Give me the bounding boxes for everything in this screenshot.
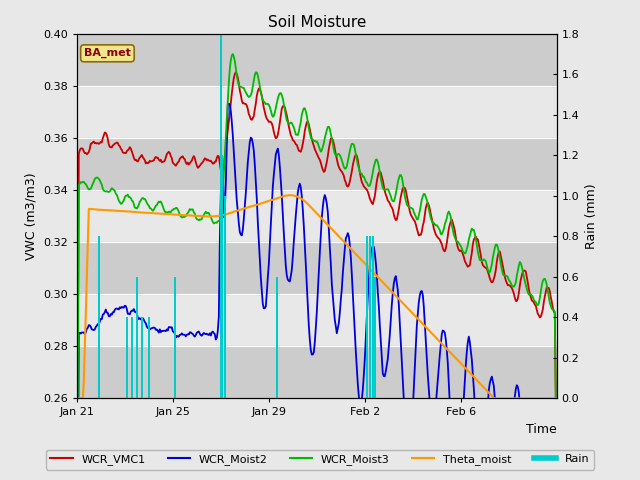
Text: BA_met: BA_met [84, 48, 131, 59]
Bar [77, 34, 557, 86]
Legend: WCR_VMC1, WCR_Moist2, WCR_Moist3, Theta_moist, Rain: WCR_VMC1, WCR_Moist2, WCR_Moist3, Theta_… [46, 450, 594, 469]
Bar [77, 242, 557, 294]
Bar [276, 277, 278, 398]
Y-axis label: Rain (mm): Rain (mm) [585, 183, 598, 249]
Bar [224, 196, 225, 398]
Bar [372, 236, 374, 398]
Title: Soil Moisture: Soil Moisture [268, 15, 366, 30]
Y-axis label: VWC (m3/m3): VWC (m3/m3) [24, 172, 37, 260]
Bar [77, 34, 557, 86]
Bar [220, 34, 221, 398]
Bar [77, 190, 557, 242]
Bar [77, 294, 557, 346]
Bar [77, 138, 557, 190]
Bar [77, 242, 557, 294]
Bar [141, 317, 143, 398]
Bar [77, 346, 557, 398]
Bar [148, 317, 150, 398]
Bar [366, 236, 367, 398]
Bar [131, 317, 132, 398]
Bar [369, 236, 371, 398]
Bar [136, 277, 138, 398]
Bar [221, 155, 223, 398]
Bar [126, 317, 127, 398]
Bar [98, 236, 100, 398]
Bar [77, 86, 557, 138]
Bar [374, 277, 376, 398]
X-axis label: Time: Time [526, 423, 557, 436]
Bar [174, 277, 175, 398]
Bar [77, 138, 557, 190]
Bar [77, 346, 557, 398]
